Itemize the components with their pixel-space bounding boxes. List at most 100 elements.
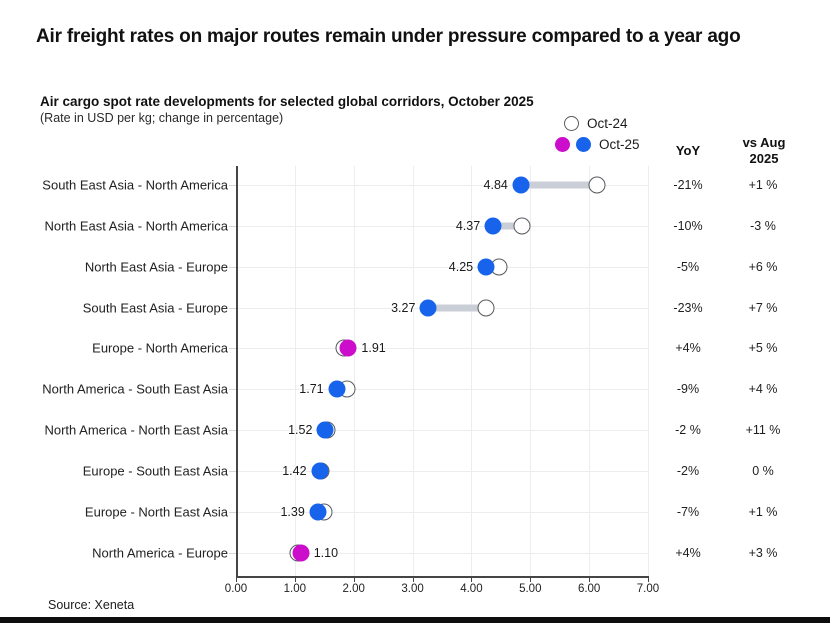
vertical-gridline (589, 166, 591, 576)
row-gridline (236, 184, 648, 186)
yoy-value: -21% (673, 178, 703, 192)
vertical-gridline (647, 166, 649, 576)
legend-oct24-label: Oct-24 (587, 116, 628, 131)
row-gridline (236, 388, 648, 390)
page-title: Air freight rates on major routes remain… (36, 26, 741, 47)
row-gridline (236, 429, 648, 431)
y-axis-tick (229, 429, 236, 431)
route-label: North America - North East Asia (44, 422, 228, 438)
column-header-yoy: YoY (675, 143, 701, 158)
oct24-swatch-icon (564, 116, 579, 131)
x-axis-tick-label: 1.00 (283, 583, 307, 595)
rate-label: 3.27 (391, 301, 416, 315)
oct25-marker (316, 421, 334, 439)
row-gridline (236, 225, 648, 227)
legend-oct24: Oct-24 (564, 116, 628, 131)
legend-oct25: Oct-25 (555, 137, 640, 152)
yoy-value: -2 % (675, 423, 701, 437)
rate-label: 4.37 (455, 219, 481, 233)
rate-label: 1.71 (299, 382, 324, 396)
x-axis-tick-label: 3.00 (401, 583, 424, 595)
yoy-value: -9% (676, 382, 700, 396)
oct24-marker (477, 299, 495, 317)
connector-bar (493, 222, 523, 230)
chart-subtitle-note: (Rate in USD per kg; change in percentag… (40, 111, 284, 125)
oct25-marker (477, 258, 495, 276)
vs-aug-value: +11 % (745, 423, 781, 437)
oct25-blue-swatch-icon (576, 137, 591, 152)
y-axis-tick (229, 225, 236, 227)
yoy-value: -7% (676, 505, 700, 519)
oct25-marker (311, 462, 329, 480)
y-axis-tick (229, 307, 236, 309)
y-axis-tick (229, 388, 236, 390)
legend-oct25-label: Oct-25 (599, 137, 640, 152)
x-axis-tick (353, 577, 355, 582)
vs-aug-value: +5 % (748, 341, 778, 355)
row-gridline (236, 266, 648, 268)
vertical-gridline (530, 166, 532, 576)
yoy-value: -5% (676, 260, 700, 274)
rate-label: 4.25 (448, 260, 474, 274)
row-gridline (236, 470, 648, 472)
chart-title: Air cargo spot rate developments for sel… (40, 94, 534, 109)
x-axis-tick-label: 0.00 (224, 583, 248, 595)
column-header-vs-aug: vs Aug 2025 (742, 135, 786, 166)
vertical-gridline (412, 166, 414, 576)
x-axis-tick-label: 7.00 (636, 583, 660, 595)
x-axis-tick (530, 577, 532, 582)
x-axis-tick-label: 2.00 (342, 583, 365, 595)
vertical-gridline (294, 166, 296, 576)
oct25-marker (419, 299, 437, 317)
route-label: North America - Europe (92, 545, 228, 561)
vs-aug-value: +3 % (748, 546, 778, 560)
yoy-value: +4% (675, 341, 701, 355)
x-axis-tick (412, 577, 414, 582)
oct25-marker (339, 339, 357, 357)
oct25-marker (309, 503, 327, 521)
y-axis-tick (229, 184, 236, 186)
connector-bar (520, 181, 597, 189)
x-axis-tick (471, 577, 473, 582)
x-axis-tick-label: 4.00 (460, 583, 483, 595)
x-axis-line (236, 576, 649, 578)
x-axis-tick (236, 577, 237, 582)
x-axis-tick-label: 5.00 (519, 583, 542, 595)
oct25-marker (328, 380, 346, 398)
rate-label: 1.39 (280, 505, 305, 519)
route-label: South East Asia - Europe (82, 300, 228, 316)
route-label: Europe - North East Asia (84, 504, 228, 520)
yoy-value: -10% (673, 219, 703, 233)
vertical-gridline (353, 166, 355, 576)
y-axis-tick (229, 470, 236, 472)
vertical-gridline (471, 166, 473, 576)
vs-aug-value: +1 % (748, 505, 778, 519)
y-axis-line (236, 166, 238, 576)
route-label: North East Asia - North America (44, 218, 228, 234)
y-axis-tick (229, 347, 236, 349)
oct25-marker (292, 544, 310, 562)
rate-label: 1.42 (282, 464, 307, 478)
route-label: Europe - North America (92, 340, 228, 356)
x-axis-tick-label: 6.00 (577, 583, 601, 595)
vs-aug-value: +4 % (748, 382, 778, 396)
y-axis-tick (229, 552, 236, 554)
yoy-value: -23% (673, 301, 703, 315)
source-note: Source: Xeneta (48, 598, 135, 612)
x-axis-tick (589, 577, 591, 582)
row-gridline (236, 511, 648, 513)
oct25-marker (484, 217, 502, 235)
connector-bar (428, 304, 487, 312)
x-axis-tick (294, 577, 296, 582)
oct24-marker (513, 217, 531, 235)
rate-label: 4.84 (483, 178, 508, 192)
oct25-marker (512, 176, 530, 194)
rate-label: 1.91 (361, 341, 386, 355)
route-label: Europe - South East Asia (82, 463, 228, 479)
vs-aug-value: +6 % (748, 260, 778, 274)
row-gridline (236, 552, 648, 554)
oct24-marker (588, 176, 606, 194)
vs-aug-value: 0 % (752, 464, 774, 478)
vs-aug-value: -3 % (750, 219, 776, 233)
rate-label: 1.52 (288, 423, 313, 437)
